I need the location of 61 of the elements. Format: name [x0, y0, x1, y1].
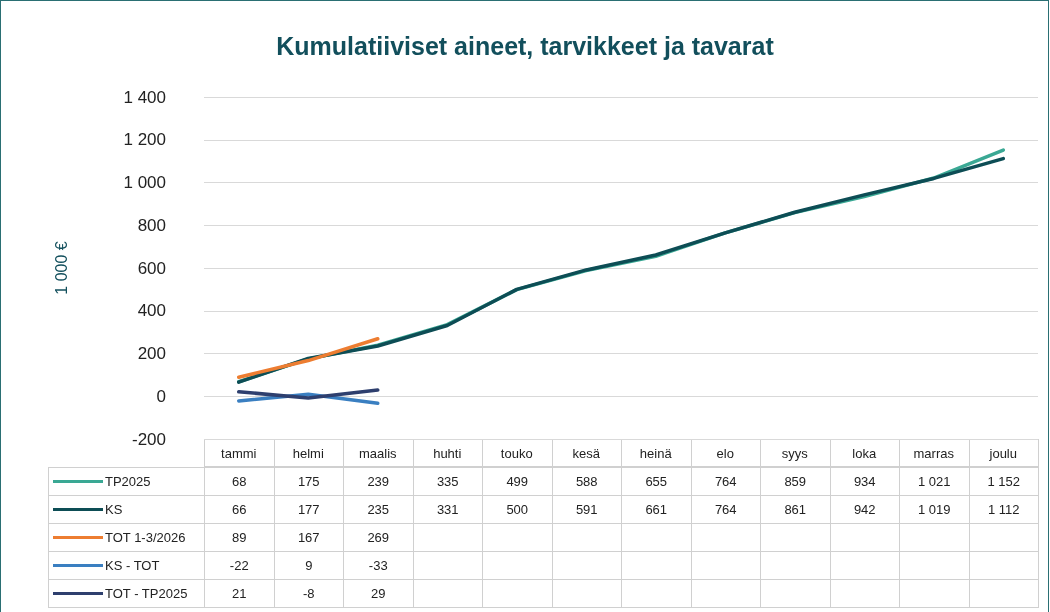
- y-tick-label: 600: [137, 258, 166, 278]
- data-label: 861: [760, 495, 831, 524]
- x-tick-label: maalis: [358, 446, 398, 461]
- x-tick-label: helmi: [292, 446, 324, 461]
- data-label: 9: [273, 551, 344, 580]
- y-tick-label: 1 400: [123, 87, 166, 107]
- data-label: -22: [204, 551, 275, 580]
- x-tick-label: tammi: [221, 446, 257, 461]
- x-tick-label: elo: [716, 446, 734, 461]
- data-label: 859: [760, 467, 831, 496]
- data-label: 21: [204, 579, 275, 608]
- x-tick-label: loka: [852, 446, 877, 461]
- y-tick-label: 0: [156, 386, 166, 406]
- data-label: 591: [551, 495, 622, 524]
- data-label: 588: [551, 467, 622, 496]
- x-tick-label: touko: [500, 446, 533, 461]
- data-label: 167: [273, 523, 344, 552]
- legend-label: TP2025: [105, 474, 151, 489]
- data-label: 1 021: [899, 467, 970, 496]
- data-label: 500: [482, 495, 553, 524]
- data-label: 239: [343, 467, 414, 496]
- data-label: 68: [204, 467, 275, 496]
- legend-label: TOT - TP2025: [105, 586, 188, 601]
- x-tick-label: syys: [781, 446, 809, 461]
- y-tick-label: 800: [137, 215, 166, 235]
- data-label: 661: [621, 495, 692, 524]
- data-label: 942: [829, 495, 900, 524]
- legend-label: TOT 1-3/2026: [105, 530, 186, 545]
- y-tick-label: -200: [131, 429, 166, 449]
- data-label: 331: [412, 495, 483, 524]
- data-label: 335: [412, 467, 483, 496]
- data-label: 269: [343, 523, 414, 552]
- data-label: 764: [690, 467, 761, 496]
- data-label: 934: [829, 467, 900, 496]
- data-label: 499: [482, 467, 553, 496]
- data-label: -33: [343, 551, 414, 580]
- y-tick-label: 200: [137, 344, 166, 363]
- data-label: 1 019: [899, 495, 970, 524]
- y-tick-label: 1 200: [123, 130, 166, 150]
- data-label: 1 112: [968, 495, 1039, 524]
- data-label: 655: [621, 467, 692, 496]
- data-label: 764: [690, 495, 761, 524]
- data-label: -8: [273, 579, 344, 608]
- data-label: 66: [204, 495, 275, 524]
- data-label: 29: [343, 579, 414, 608]
- chart-title: Kumulatiiviset aineet, tarvikkeet ja tavarat: [276, 31, 775, 60]
- y-tick-label: 400: [137, 301, 166, 321]
- x-tick-label: heinä: [639, 446, 673, 461]
- y-tick-label: 1 000: [123, 173, 166, 192]
- data-label: 1 152: [968, 467, 1039, 496]
- x-tick-label: joulu: [988, 446, 1017, 461]
- data-label: 177: [273, 495, 344, 524]
- data-label: 89: [204, 523, 275, 552]
- y-axis-title: 1 000 €: [52, 241, 70, 295]
- data-label: 235: [343, 495, 414, 524]
- x-tick-label: kesä: [572, 446, 601, 461]
- legend-label: KS - TOT: [105, 558, 160, 573]
- data-label: 175: [273, 467, 344, 496]
- x-tick-label: marras: [913, 446, 955, 461]
- x-tick-label: huhti: [433, 446, 462, 461]
- legend-label: KS: [105, 502, 123, 517]
